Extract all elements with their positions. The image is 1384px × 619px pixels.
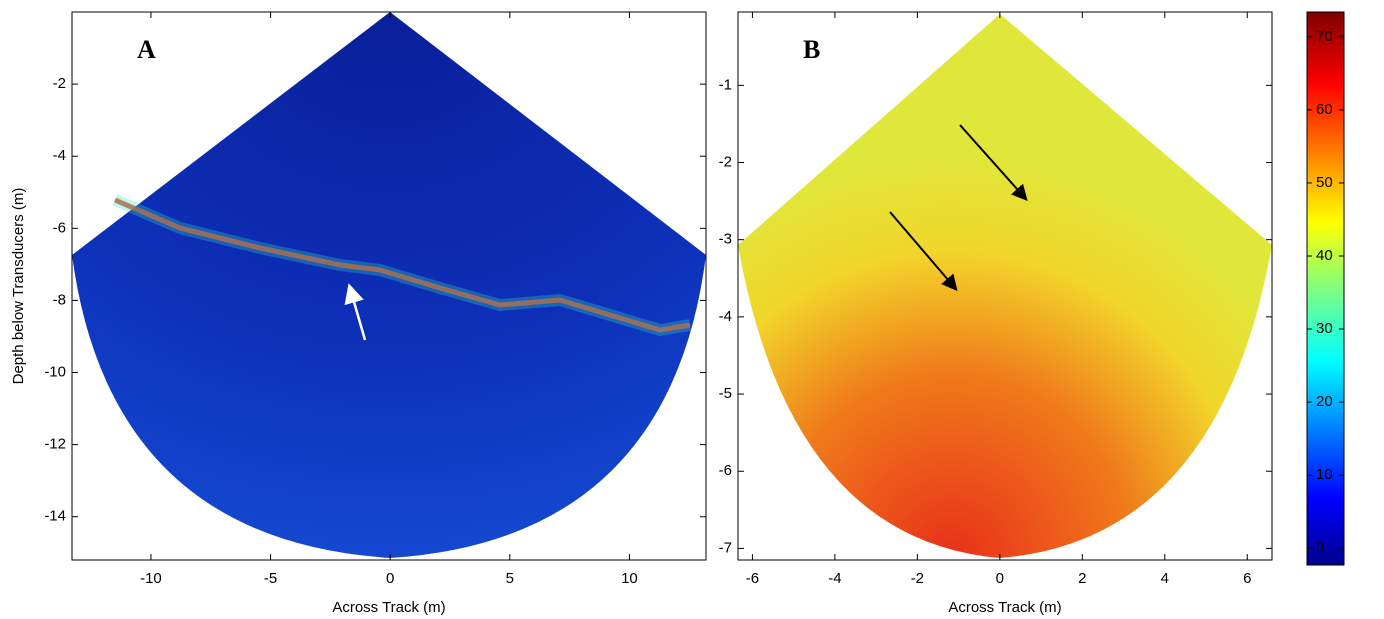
y-tick-label: -2 [53, 75, 66, 92]
x-tick-label: -2 [911, 570, 924, 587]
seabed-halo [112, 194, 691, 337]
x-axis-label: Across Track (m) [948, 599, 1061, 616]
colorbar-tick-label: 70 [1316, 28, 1333, 45]
y-tick-label: -12 [44, 436, 66, 453]
arrow [889, 211, 958, 292]
colorbar-tick-label: 10 [1316, 466, 1333, 483]
x-tick-label: 6 [1243, 570, 1251, 587]
x-tick-label: -10 [140, 570, 162, 587]
x-tick-label: -5 [264, 570, 277, 587]
colorbar-tick-label: 30 [1316, 320, 1333, 337]
y-tick-label: -14 [44, 508, 66, 525]
sonar-image [738, 14, 1272, 558]
colorbar-tick-label: 50 [1316, 174, 1333, 191]
colorbar-tick-label: 60 [1316, 101, 1333, 118]
x-tick-label: -6 [746, 570, 759, 587]
arrow [344, 283, 367, 341]
x-tick-label: 0 [386, 570, 394, 587]
colorbar-tick-label: 20 [1316, 393, 1333, 410]
x-tick-label: 4 [1161, 570, 1169, 587]
x-tick-label: 0 [996, 570, 1004, 587]
x-tick-label: 5 [506, 570, 514, 587]
axes-box [737, 11, 1273, 561]
y-tick-label: -6 [53, 219, 66, 236]
y-tick-label: -6 [719, 462, 732, 479]
y-tick-label: -3 [719, 231, 732, 248]
y-tick-label: -5 [719, 385, 732, 402]
x-axis-label: Across Track (m) [332, 599, 445, 616]
colorbar-gradient [1307, 12, 1344, 565]
sonar-image [72, 12, 706, 558]
panel-label: A [137, 35, 156, 64]
y-tick-label: -10 [44, 363, 66, 380]
x-tick-label: 2 [1078, 570, 1086, 587]
colorbar-tick-label: 0 [1316, 539, 1324, 556]
y-tick-label: -1 [719, 76, 732, 93]
colorbar-box [1306, 11, 1345, 566]
arrow [959, 124, 1028, 201]
seabed-return [114, 197, 691, 333]
y-axis-label: Depth below Transducers (m) [10, 188, 27, 385]
y-tick-label: -4 [719, 308, 732, 325]
y-tick-label: -4 [53, 147, 66, 164]
colorbar-tick-label: 40 [1316, 247, 1333, 264]
panel-label: B [803, 35, 820, 64]
x-tick-label: -4 [828, 570, 841, 587]
y-tick-label: -7 [719, 539, 732, 556]
axes-box [71, 11, 707, 561]
x-tick-label: 10 [621, 570, 638, 587]
y-tick-label: -8 [53, 291, 66, 308]
y-tick-label: -2 [719, 153, 732, 170]
